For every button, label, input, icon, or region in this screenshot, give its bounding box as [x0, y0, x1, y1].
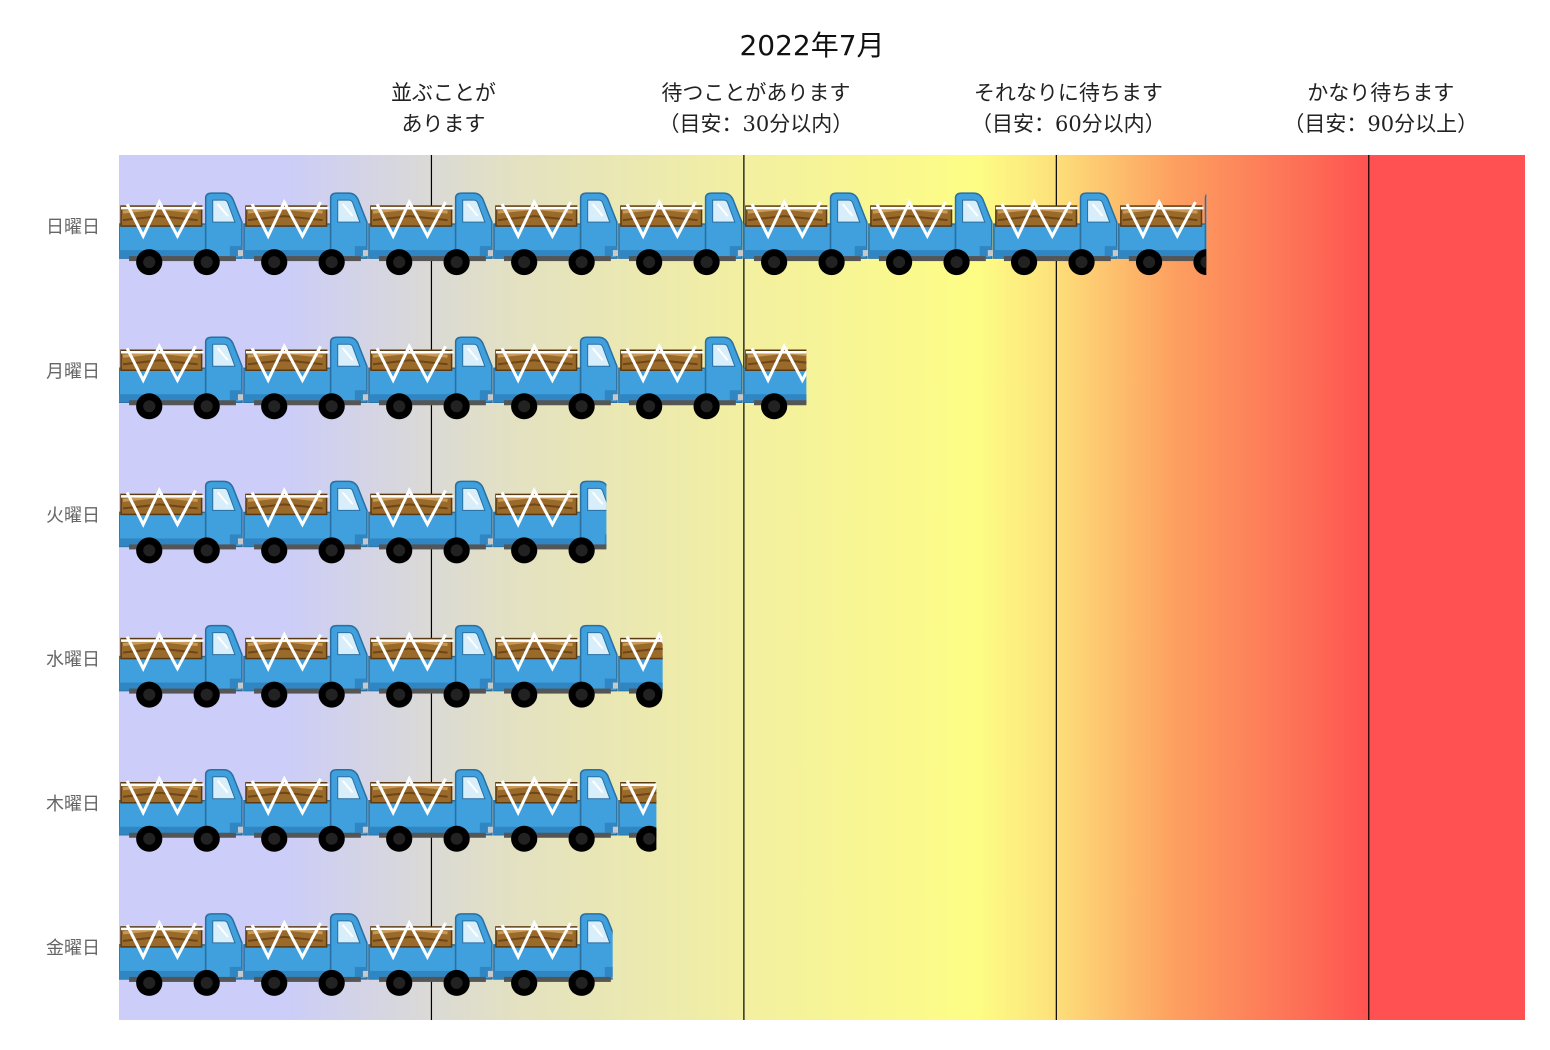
day-label-6: 金曜日 [46, 938, 100, 959]
plot-background [119, 155, 1525, 1020]
day-label-5: 木曜日 [46, 794, 100, 815]
day-label-4: 水曜日 [46, 650, 100, 671]
band-label-4-line-1: かなり待ちます [1307, 81, 1454, 105]
band-label-2-line-1: 待つことがあります [661, 81, 850, 105]
band-label-1-line-1: 並ぶことが [391, 81, 496, 105]
band-label-1-line-2: あります [401, 112, 485, 136]
day-label-3: 火曜日 [46, 505, 100, 526]
day-label-1: 日曜日 [46, 217, 100, 238]
band-label-3-line-1: それなりに待ちます [974, 81, 1163, 105]
band-label-3-line-2: （目安：60分以内） [971, 112, 1166, 136]
band-label-2-line-2: （目安：30分以内） [659, 112, 854, 136]
day-label-2: 月曜日 [46, 361, 100, 382]
band-label-4-line-2: （目安：90分以上） [1283, 112, 1478, 136]
chart-title: 2022年7月 [739, 29, 884, 62]
threshold-lines [430, 155, 1370, 1020]
